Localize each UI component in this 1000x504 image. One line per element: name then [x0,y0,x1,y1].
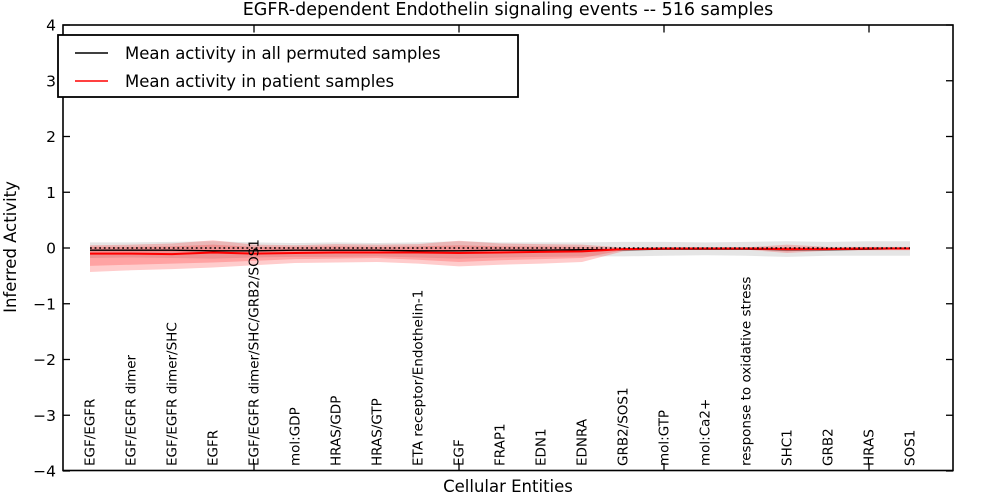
legend-label-patient: Mean activity in patient samples [125,72,394,91]
x-category-label: ETA receptor/Endothelin-1 [411,290,427,466]
y-tick-label: −4 [33,463,56,481]
x-category-label: HRAS/GTP [370,398,386,466]
x-category-label: EGFR [206,430,222,466]
y-tick-label: 1 [46,184,56,202]
x-category-label: mol:GTP [657,410,673,466]
y-axis-label: Inferred Activity [1,181,20,313]
x-axis-label: Cellular Entities [443,477,573,496]
y-tick-label: −3 [33,407,56,425]
y-tick-label: 0 [46,240,56,258]
y-tick-label: −1 [33,295,56,313]
x-category-label: EGF/EGFR dimer [124,354,140,466]
x-category-label: GRB2/SOS1 [616,387,632,466]
x-category-label: SOS1 [903,430,919,466]
x-category-label: EGF [452,439,468,466]
x-category-label: HRAS/GDP [329,396,345,466]
y-tick-label: 4 [46,17,56,35]
patient-mean-line [90,247,910,256]
x-category-label: EGF/EGFR dimer/SHC [165,322,181,466]
x-category-label: EGF/EGFR [83,399,99,466]
x-category-label: mol:GDP [288,407,304,466]
y-tick-label: −2 [33,351,56,369]
y-tick-label: 3 [46,72,56,90]
chart-title: EGFR-dependent Endothelin signaling even… [243,0,774,20]
x-category-label: response to oxidative stress [739,277,755,466]
x-category-label: SHC1 [780,429,796,466]
x-category-label: GRB2 [821,428,837,466]
x-category-label: EDNRA [575,418,591,466]
x-category-label: mol:Ca2+ [698,399,714,466]
y-tick-label: 2 [46,128,56,146]
x-category-label: HRAS [862,429,878,466]
x-category-label: EGF/EGFR dimer/SHC/GRB2/SOS1 [247,239,263,466]
legend-label-permuted: Mean activity in all permuted samples [125,44,441,63]
x-category-label: FRAP1 [493,423,509,466]
legend-box [57,34,519,98]
x-category-label: EDN1 [534,428,550,466]
